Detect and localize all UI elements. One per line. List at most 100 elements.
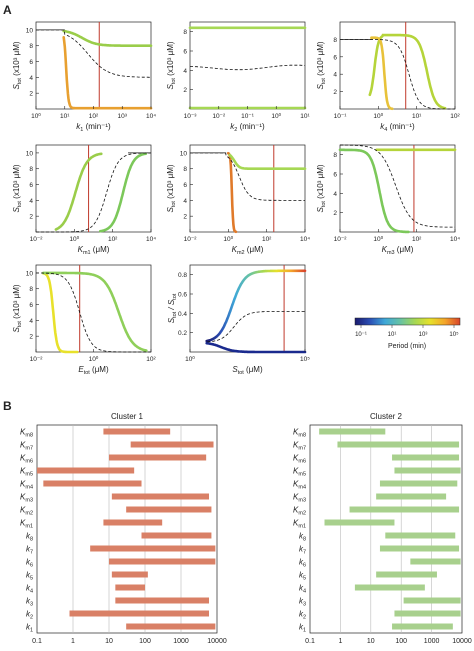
panel-a-label: A <box>3 3 12 17</box>
row-label: Km3 <box>293 493 306 504</box>
y-tick-label: 8 <box>333 37 337 44</box>
y-tick-label: 4 <box>183 68 187 75</box>
x-tick-label: 100 <box>139 638 151 645</box>
y-tick-label: 10 <box>26 150 34 157</box>
panel-b-label: B <box>3 399 12 413</box>
range-bar <box>392 623 453 630</box>
colorbar-tick-label: 10⁻¹ <box>355 332 367 338</box>
x-tick-label: 10⁰ <box>373 112 383 120</box>
y-axis-label: Stot (x10³ μM) <box>166 41 177 89</box>
x-tick-label: 10⁴ <box>146 236 156 243</box>
y-tick-label: 10 <box>26 270 34 277</box>
x-tick-label: 10⁰ <box>89 355 99 363</box>
x-tick-label: 10⁰ <box>373 235 383 243</box>
y-tick-label: 8 <box>333 152 337 159</box>
range-bar <box>403 597 461 604</box>
row-label: k5 <box>299 571 306 582</box>
x-tick-label: 10⁻¹ <box>241 113 255 120</box>
plot-km1: 10⁻² 10⁰ 10² 10⁴ 2 4 6 8 10 Km1 (μM) Stot (x10³ μM… <box>12 144 156 256</box>
x-axis-label: Km2 (μM) <box>232 245 264 256</box>
mean-dashed-line <box>190 152 305 201</box>
plot-k2: 10⁻³ 10⁻² 10⁻¹ 10⁰ 10¹ 2 4 6 8 k2 (min⁻¹) Stot (x1… <box>166 21 311 133</box>
range-bar <box>130 441 214 448</box>
plot-k1: 10⁰ 10¹ 10² 10³ 10⁴ 2 4 6 8 10 k1 (min⁻¹) Stot (x10… <box>12 21 156 133</box>
y-tick-label: 2 <box>183 214 187 221</box>
mean-dashed-line <box>190 64 305 71</box>
x-axis-label: k1 (min⁻¹) <box>76 122 111 133</box>
x-tick-label: 1 <box>71 638 75 645</box>
row-label: k7 <box>26 545 33 556</box>
y-tick-label: 0.6 <box>178 292 187 299</box>
range-bar <box>103 428 171 435</box>
period-curve <box>62 36 153 110</box>
x-tick-label: 10000 <box>207 638 227 645</box>
row-label: k4 <box>26 584 33 595</box>
y-tick-label: 2 <box>333 210 337 217</box>
x-axis-label: k4 (min⁻¹) <box>380 122 415 133</box>
range-bar <box>394 467 461 474</box>
range-bar <box>354 584 425 591</box>
y-tick-label: 0.4 <box>178 311 187 318</box>
y-tick-label: 10 <box>26 27 34 34</box>
x-tick-label: 10² <box>412 236 422 243</box>
row-label: Km5 <box>20 467 33 478</box>
y-tick-label: 6 <box>333 172 337 179</box>
row-label: Km2 <box>293 506 306 517</box>
plot-frame <box>189 264 306 353</box>
colorbar-label: Period (min) <box>388 343 426 350</box>
row-label: Km2 <box>20 506 33 517</box>
colorbar-gradient <box>354 317 461 326</box>
range-bar <box>115 584 145 591</box>
y-tick-label: 4 <box>29 318 33 325</box>
row-label: k8 <box>299 532 306 543</box>
x-axis-label: k2 (min⁻¹) <box>230 122 265 133</box>
range-bar <box>109 454 207 461</box>
row-label: Km8 <box>293 428 306 439</box>
y-tick-label: 2 <box>29 214 33 221</box>
plot-frame <box>35 144 152 233</box>
x-tick-label: 10¹ <box>300 113 310 120</box>
range-bar <box>69 610 210 617</box>
row-label: Km1 <box>20 519 33 530</box>
x-tick-label: 10⁻² <box>30 236 44 243</box>
row-label: k5 <box>26 571 33 582</box>
mean-dashed-line <box>36 29 151 78</box>
range-bar <box>349 506 460 513</box>
x-tick-label: 10⁴ <box>146 113 156 120</box>
x-tick-label: 10⁰ <box>31 112 41 120</box>
x-tick-label: 1000 <box>424 638 440 645</box>
x-tick-label: 10⁰ <box>223 235 233 243</box>
range-bar <box>379 480 458 487</box>
row-label: k6 <box>26 558 33 569</box>
y-tick-label: 0.2 <box>178 330 187 337</box>
x-tick-label: 10⁴ <box>300 236 310 243</box>
period-curve <box>42 272 79 354</box>
range-bar <box>111 493 210 500</box>
plot-km2: 10⁻² 10⁰ 10² 10⁴ 2 4 6 8 10 Km2 (μM) Stot (x10³ μM… <box>166 144 310 256</box>
plot-k4: 10⁻¹ 10⁰ 10¹ 10² 2 4 6 8 k4 (min⁻¹) Stot (x10³ μM… <box>316 21 461 133</box>
row-label: k2 <box>26 610 33 621</box>
range-bar <box>394 610 461 617</box>
range-bar <box>392 454 460 461</box>
y-tick-label: 8 <box>29 286 33 293</box>
period-curve <box>370 36 394 111</box>
x-axis-label: Etot (μM) <box>78 365 109 376</box>
mean-dashed-line <box>340 144 455 228</box>
y-tick-label: 2 <box>183 87 187 94</box>
mean-dashed-line <box>207 311 305 343</box>
plot-km3: 10⁻² 10⁰ 10² 10⁴ 2 4 6 8 Km3 (μM) Stot (x10³ μM) <box>316 144 460 256</box>
x-tick-label: 10 <box>105 638 113 645</box>
row-label: k8 <box>26 532 33 543</box>
x-tick-label: 10⁻¹ <box>334 113 348 120</box>
row-label: Km1 <box>293 519 306 530</box>
y-tick-label: 8 <box>183 29 187 36</box>
row-label: k7 <box>299 545 306 556</box>
range-bar <box>410 558 461 565</box>
y-axis-label: Stot (x10³ μM) <box>12 41 23 89</box>
y-tick-label: 10 <box>180 150 188 157</box>
row-label: k3 <box>26 597 33 608</box>
x-tick-label: 10⁻² <box>30 356 44 363</box>
y-tick-label: 4 <box>333 72 337 79</box>
range-bar <box>319 428 386 435</box>
range-bar <box>376 493 447 500</box>
